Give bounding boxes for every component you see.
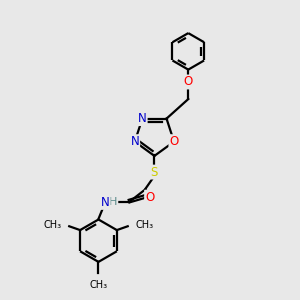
Text: N: N xyxy=(138,112,147,125)
Text: S: S xyxy=(151,166,158,178)
Text: CH₃: CH₃ xyxy=(43,220,61,230)
Text: CH₃: CH₃ xyxy=(89,280,107,290)
Text: O: O xyxy=(145,190,154,204)
Text: O: O xyxy=(169,135,178,148)
Text: N: N xyxy=(101,196,110,209)
Text: N: N xyxy=(130,135,139,148)
Text: H: H xyxy=(109,197,117,207)
Text: O: O xyxy=(184,76,193,88)
Text: CH₃: CH₃ xyxy=(136,220,154,230)
